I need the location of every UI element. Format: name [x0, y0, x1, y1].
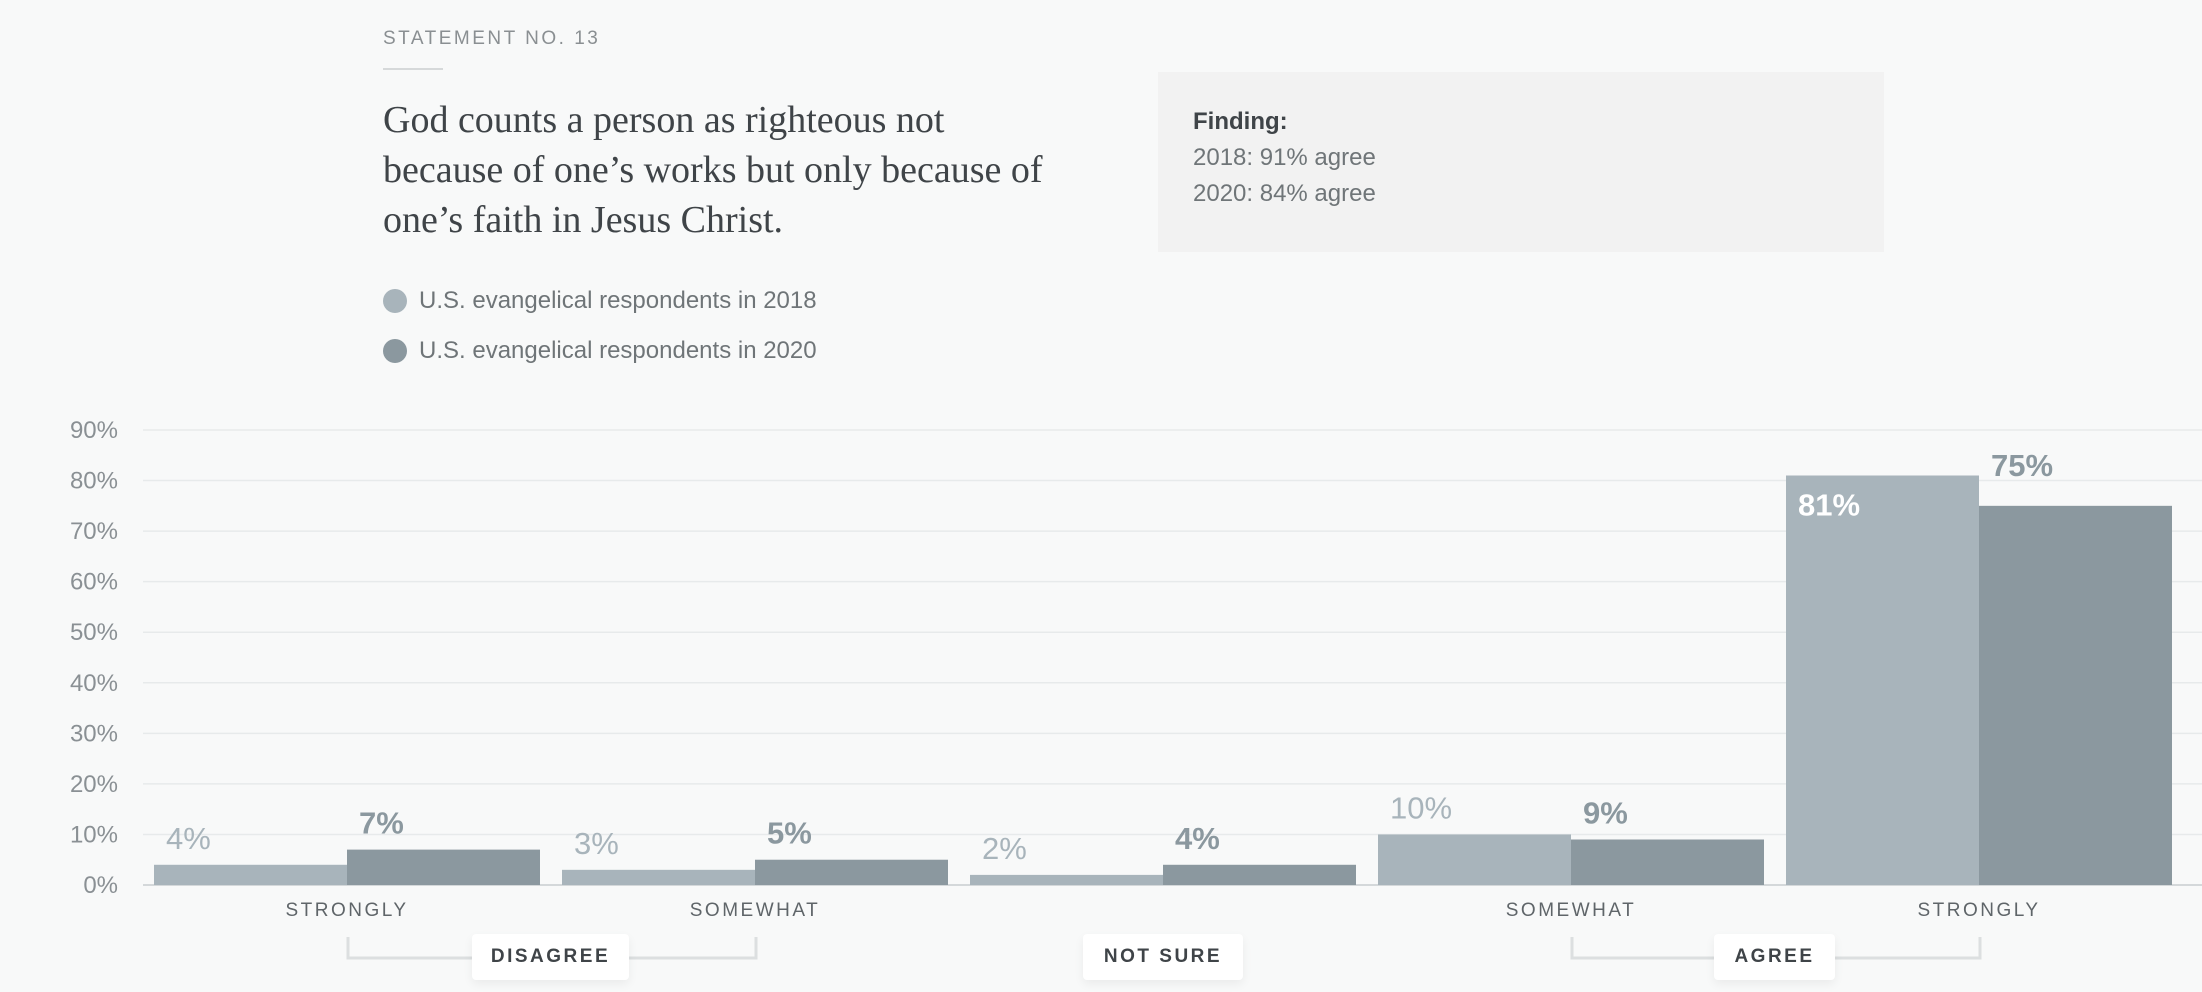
data-label: 81%	[1798, 488, 1860, 523]
data-label: 4%	[1175, 821, 1220, 856]
y-tick-label: 10%	[70, 821, 118, 848]
bar-2018	[1378, 834, 1571, 885]
data-label: 10%	[1390, 790, 1452, 825]
legend: U.S. evangelical respondents in 2018 U.S…	[383, 276, 817, 376]
legend-swatch-2018	[383, 289, 407, 313]
bar-2020	[755, 859, 948, 885]
legend-label-2020: U.S. evangelical respondents in 2020	[419, 337, 817, 364]
bar-2018	[1786, 475, 1979, 885]
data-label: 5%	[767, 816, 812, 851]
data-label: 2%	[982, 831, 1027, 866]
bar-2020	[1979, 505, 2172, 885]
legend-swatch-2020	[383, 339, 407, 363]
statement-divider	[383, 68, 443, 70]
y-tick-label: 50%	[70, 619, 118, 646]
x-tick-label: SOMEWHAT	[1506, 900, 1636, 921]
y-tick-label: 70%	[70, 518, 118, 545]
finding-box: Finding: 2018: 91% agree 2020: 84% agree	[1158, 72, 1884, 252]
finding-label: Finding:	[1193, 108, 1288, 135]
group-label-agree: AGREE	[1714, 934, 1835, 980]
data-label: 3%	[574, 826, 619, 861]
bar-2020	[347, 849, 540, 885]
legend-item-2020: U.S. evangelical respondents in 2020	[383, 326, 817, 376]
legend-item-2018: U.S. evangelical respondents in 2018	[383, 276, 817, 326]
finding-line-2018: 2018: 91% agree	[1193, 144, 1376, 171]
y-tick-label: 80%	[70, 468, 118, 495]
data-label: 9%	[1583, 796, 1628, 831]
x-tick-label: SOMEWHAT	[690, 900, 820, 921]
x-tick-label: STRONGLY	[285, 900, 408, 921]
group-label-not-sure: NOT SURE	[1083, 934, 1243, 980]
statement-number: STATEMENT NO. 13	[383, 28, 601, 49]
y-tick-label: 30%	[70, 720, 118, 747]
bar-2020	[1571, 839, 1764, 885]
y-tick-label: 40%	[70, 670, 118, 697]
data-label: 75%	[1991, 448, 2053, 483]
legend-label-2018: U.S. evangelical respondents in 2018	[419, 287, 817, 314]
x-tick-label: STRONGLY	[1917, 900, 2040, 921]
group-label-disagree: DISAGREE	[472, 934, 629, 980]
y-tick-label: 60%	[70, 569, 118, 596]
bar-2020	[1163, 864, 1356, 885]
bar-2018	[970, 874, 1163, 885]
y-tick-label: 90%	[70, 417, 118, 444]
bar-2018	[562, 869, 755, 885]
data-label: 4%	[166, 821, 211, 856]
bar-2018	[154, 864, 347, 885]
y-tick-label: 20%	[70, 771, 118, 798]
statement-text: God counts a person as righteous not bec…	[383, 99, 1043, 241]
data-label: 7%	[359, 806, 404, 841]
y-tick-label: 0%	[83, 872, 118, 899]
finding-line-2020: 2020: 84% agree	[1193, 180, 1376, 207]
